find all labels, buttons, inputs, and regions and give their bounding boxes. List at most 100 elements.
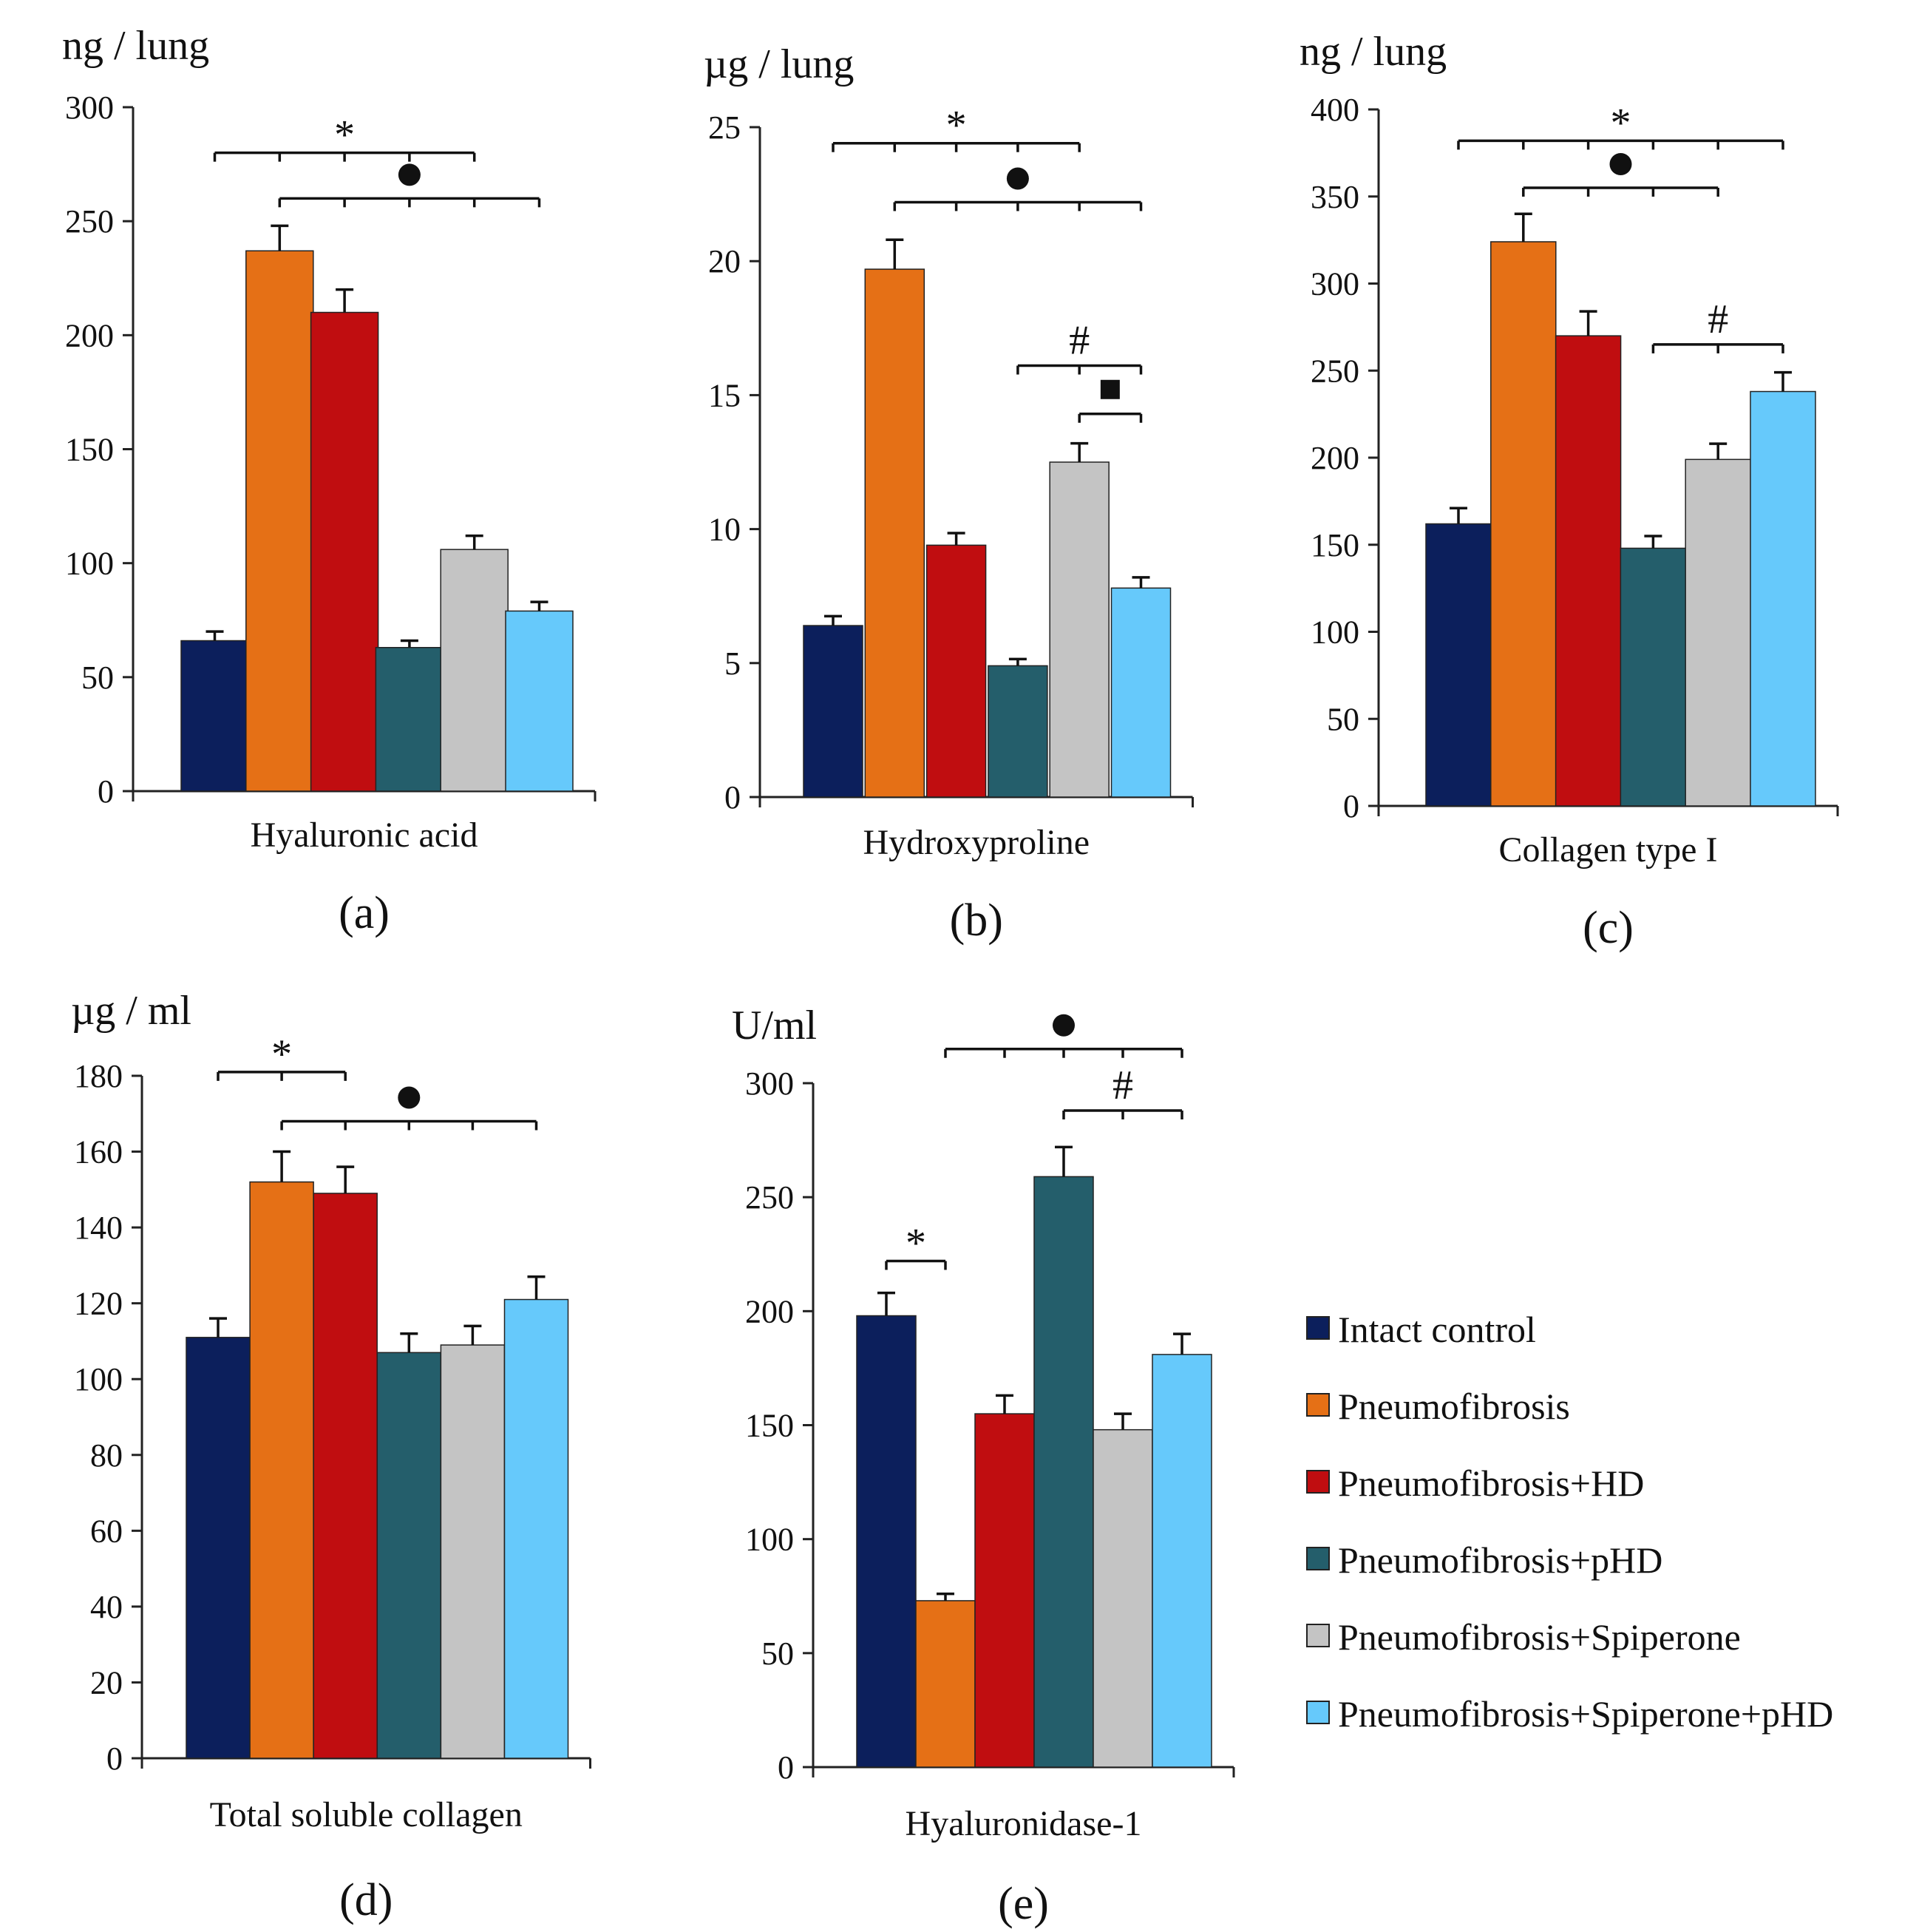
y-tick-label: 0 <box>778 1749 794 1786</box>
significance-asterisk: * <box>885 1221 947 1270</box>
dot-marker <box>1006 167 1029 190</box>
y-tick-label: 120 <box>74 1286 123 1322</box>
significance-dot <box>280 1086 538 1131</box>
y-tick-label: 100 <box>74 1361 123 1397</box>
panel-a: 0 50 100 150 200 250 300 * ng / lung Hyaluronic a… <box>62 23 597 938</box>
x-axis-label: Collagen type I <box>1499 830 1718 870</box>
bar-pneumofibrosis-spiperone-phd <box>1152 1354 1212 1768</box>
panel-e: 0 50 100 150 200 250 300 # * U/ml Hyaluronidase-1 (… <box>732 1003 1235 1929</box>
bar-intact-control <box>186 1337 251 1759</box>
significance-dot <box>944 1014 1183 1058</box>
panel-letter: (c) <box>1583 903 1634 953</box>
y-tick-label: 50 <box>761 1636 794 1672</box>
legend-item-pneumofibrosis-spiperone: Pneumofibrosis+Spiperone <box>1306 1616 1741 1658</box>
significance-dot <box>893 167 1143 211</box>
significance-hash: # <box>1651 296 1784 353</box>
bar-pneumofibrosis-hd <box>1555 335 1622 807</box>
asterisk-marker: * <box>271 1031 292 1077</box>
bar-pneumofibrosis-spiperone-phd <box>503 1298 569 1759</box>
y-tick-label: 350 <box>1311 179 1359 215</box>
legend-item-pneumofibrosis-phd: Pneumofibrosis+pHD <box>1306 1539 1662 1581</box>
y-tick-label: 400 <box>1311 92 1359 128</box>
y-tick-label: 300 <box>745 1065 794 1102</box>
y-tick-label: 5 <box>724 645 741 682</box>
y-tick-label: 250 <box>1311 353 1359 389</box>
panel-c: 0 50 100 150 200 250 300 350 400 * # ng / lung Colla… <box>1300 29 1839 953</box>
bar-pneumofibrosis-phd <box>988 665 1048 798</box>
y-tick-label: 300 <box>65 89 114 126</box>
y-unit-label: ng / lung <box>62 23 209 69</box>
bar-pneumofibrosis-spiperone-phd <box>505 610 574 792</box>
significance-asterisk: * <box>217 1031 347 1081</box>
y-tick-label: 150 <box>1311 527 1359 563</box>
asterisk-marker: * <box>946 103 967 149</box>
y-tick-label: 40 <box>90 1589 123 1625</box>
legend-swatch <box>1306 1701 1330 1724</box>
y-tick-label: 0 <box>1343 788 1359 824</box>
legend-item-pneumofibrosis-spiperone-phd: Pneumofibrosis+Spiperone+pHD <box>1306 1693 1833 1735</box>
x-axis-label: Hydroxyproline <box>863 823 1090 862</box>
dot-marker <box>1053 1014 1075 1037</box>
bar-pneumofibrosis-hd <box>925 544 987 798</box>
bar-pneumofibrosis <box>249 1181 314 1759</box>
bar-pneumofibrosis-hd <box>974 1413 1035 1768</box>
y-tick-label: 60 <box>90 1513 123 1549</box>
y-tick-label: 0 <box>98 773 114 810</box>
legend-swatch <box>1306 1470 1330 1494</box>
legend-label: Pneumofibrosis+HD <box>1338 1462 1644 1504</box>
hash-marker: # <box>1708 296 1728 342</box>
y-tick-label: 200 <box>65 317 114 353</box>
bar-pneumofibrosis-spiperone <box>1685 458 1751 807</box>
hash-marker: # <box>1069 318 1090 364</box>
panel-d: 0 20 40 60 80 100 120 140 160 180 * µg / ml Total so… <box>71 988 591 1925</box>
y-tick-label: 20 <box>708 243 741 279</box>
significance-square <box>1078 379 1143 423</box>
y-tick-label: 150 <box>65 432 114 468</box>
significance-asterisk: * <box>1457 100 1784 150</box>
legend-item-pneumofibrosis: Pneumofibrosis <box>1306 1386 1570 1427</box>
bar-intact-control <box>803 625 863 798</box>
bar-pneumofibrosis-spiperone <box>440 1344 506 1759</box>
legend-item-intact-control: Intact control <box>1306 1309 1536 1350</box>
y-tick-label: 50 <box>1327 701 1359 737</box>
legend-item-pneumofibrosis-hd: Pneumofibrosis+HD <box>1306 1462 1644 1504</box>
legend-label: Pneumofibrosis+pHD <box>1338 1539 1662 1581</box>
significance-dot <box>278 163 541 208</box>
legend-label: Pneumofibrosis <box>1338 1386 1570 1427</box>
bar-pneumofibrosis-phd <box>1033 1176 1094 1768</box>
panel-letter: (b) <box>950 895 1003 946</box>
panel-b: 0 5 10 15 20 25 * # µg / lung Hydroxyproline (b) <box>704 41 1194 946</box>
panel-letter: (d) <box>339 1875 393 1925</box>
y-tick-label: 180 <box>74 1058 123 1094</box>
significance-asterisk: * <box>832 103 1081 152</box>
dot-marker <box>1609 152 1632 175</box>
y-unit-label: µg / lung <box>704 41 854 87</box>
bar-pneumofibrosis-phd <box>376 1352 442 1759</box>
y-tick-label: 0 <box>106 1741 123 1777</box>
y-tick-label: 250 <box>65 203 114 240</box>
bar-intact-control <box>1425 523 1492 807</box>
y-tick-label: 100 <box>1311 614 1359 651</box>
bar-pneumofibrosis-spiperone-phd <box>1750 390 1816 807</box>
y-tick-label: 25 <box>708 109 741 146</box>
bar-pneumofibrosis <box>245 250 314 792</box>
significance-hash: # <box>1016 318 1143 375</box>
bar-pneumofibrosis-spiperone <box>1093 1428 1153 1768</box>
y-tick-label: 20 <box>90 1664 123 1701</box>
y-tick-label: 250 <box>745 1179 794 1216</box>
bar-pneumofibrosis <box>864 268 925 798</box>
significance-asterisk: * <box>213 112 476 162</box>
asterisk-marker: * <box>334 112 355 158</box>
hash-marker: # <box>1112 1062 1133 1108</box>
y-tick-label: 10 <box>708 512 741 548</box>
asterisk-marker: * <box>906 1221 926 1267</box>
y-tick-label: 100 <box>65 546 114 582</box>
y-tick-label: 0 <box>724 779 741 816</box>
y-tick-label: 80 <box>90 1437 123 1474</box>
y-unit-label: ng / lung <box>1300 29 1447 75</box>
x-axis-label: Total soluble collagen <box>210 1795 523 1834</box>
y-tick-label: 15 <box>708 377 741 413</box>
y-tick-label: 160 <box>74 1134 123 1170</box>
bar-pneumofibrosis-spiperone-phd <box>1110 587 1172 798</box>
